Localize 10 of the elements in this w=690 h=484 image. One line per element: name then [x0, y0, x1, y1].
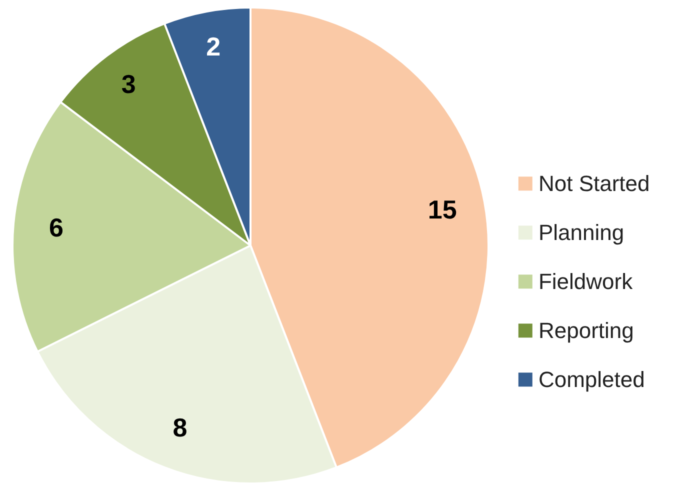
legend-label: Not Started	[538, 171, 650, 196]
legend-label: Planning	[538, 220, 624, 246]
data-label: 15	[428, 194, 457, 225]
data-label: 3	[121, 69, 136, 100]
data-label: 2	[206, 32, 221, 62]
legend-label: Completed	[538, 367, 645, 392]
data-label: 8	[172, 412, 188, 442]
legend-label: Reporting	[538, 318, 634, 344]
legend-label: Fieldwork	[538, 269, 634, 294]
data-label: 6	[48, 212, 64, 242]
